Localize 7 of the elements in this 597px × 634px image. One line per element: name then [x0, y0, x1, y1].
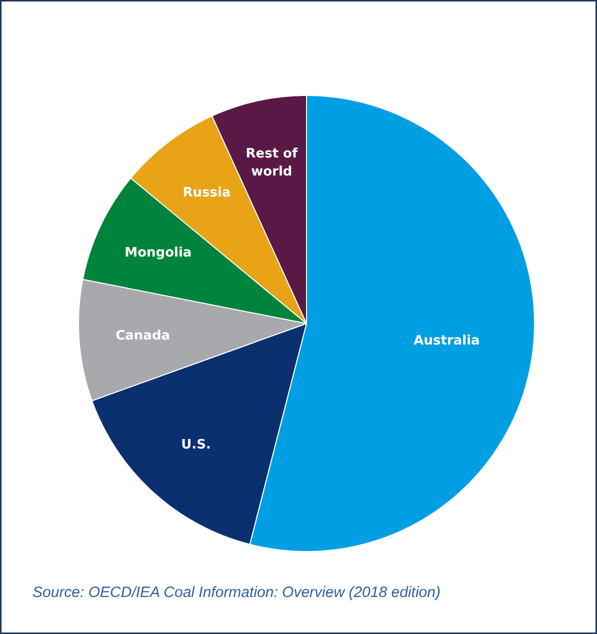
slice-label: Rest of world — [246, 146, 298, 180]
slice-label: Australia — [414, 334, 480, 349]
slice-label: Mongolia — [124, 246, 192, 261]
slice-label: U.S. — [181, 437, 211, 452]
slice-label: Russia — [182, 186, 231, 201]
source-note: Source: OECD/IEA Coal Information: Overview (2018 edition) — [32, 584, 440, 601]
slice-label: Canada — [116, 328, 170, 344]
